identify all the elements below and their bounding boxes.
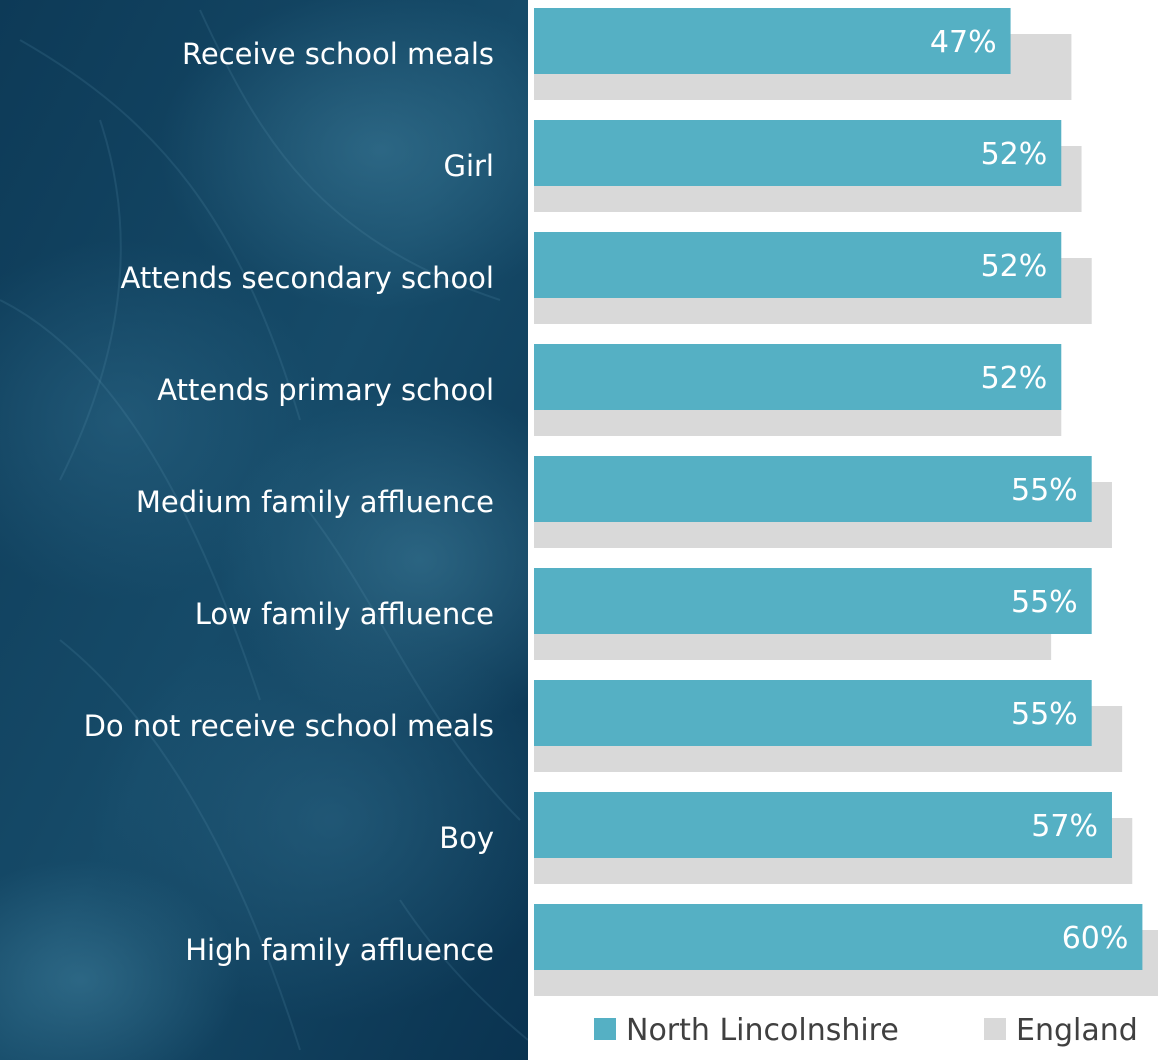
category-label: Girl bbox=[443, 149, 494, 183]
category-label: Low family affluence bbox=[195, 597, 494, 631]
bar-value-label: 55% bbox=[1011, 473, 1078, 508]
legend: North Lincolnshire England bbox=[594, 1013, 1138, 1048]
bar-value-label: 47% bbox=[930, 25, 997, 60]
category-labels: Receive school meals Girl Attends secondar… bbox=[84, 37, 494, 967]
bar-north-lincolnshire bbox=[534, 120, 1062, 186]
bar-north-lincolnshire bbox=[534, 456, 1092, 522]
bar-value-label: 60% bbox=[1062, 921, 1129, 956]
category-label: Boy bbox=[439, 821, 494, 855]
bar-value-label: 52% bbox=[981, 249, 1048, 284]
bar-north-lincolnshire bbox=[534, 680, 1092, 746]
bar-value-label: 57% bbox=[1031, 809, 1098, 844]
category-label: Attends primary school bbox=[157, 373, 494, 407]
bar-value-label: 55% bbox=[1011, 585, 1078, 620]
legend-swatch-england bbox=[984, 1018, 1006, 1040]
category-label: Medium family affluence bbox=[136, 485, 494, 519]
bar-north-lincolnshire bbox=[534, 792, 1112, 858]
bar-north-lincolnshire bbox=[534, 344, 1062, 410]
bar-north-lincolnshire bbox=[534, 232, 1062, 298]
bar-value-label: 52% bbox=[981, 361, 1048, 396]
bar-north-lincolnshire bbox=[534, 8, 1011, 74]
bars-layer: 47% 52% 52% 52% 55% 55% 55% 57% 60% bbox=[534, 8, 1158, 996]
bar-value-label: 52% bbox=[981, 137, 1048, 172]
bar-north-lincolnshire bbox=[534, 568, 1092, 634]
category-label: Do not receive school meals bbox=[84, 709, 494, 743]
category-label: High family affluence bbox=[185, 933, 494, 967]
legend-swatch-north-lincolnshire bbox=[594, 1018, 616, 1040]
legend-label-england: England bbox=[1016, 1013, 1138, 1048]
bar-value-label: 55% bbox=[1011, 697, 1078, 732]
bar-north-lincolnshire bbox=[534, 904, 1143, 970]
category-label: Receive school meals bbox=[182, 37, 494, 71]
background-photo-panel bbox=[0, 0, 528, 1060]
category-label: Attends secondary school bbox=[120, 261, 494, 295]
legend-label-north-lincolnshire: North Lincolnshire bbox=[626, 1013, 899, 1048]
